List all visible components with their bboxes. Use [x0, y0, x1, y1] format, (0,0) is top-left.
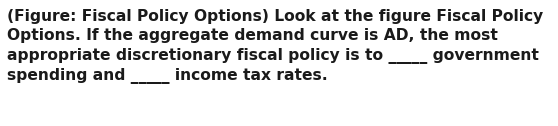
Text: (Figure: Fiscal Policy Options) Look at the figure Fiscal Policy
Options. If the: (Figure: Fiscal Policy Options) Look at … — [7, 9, 543, 85]
